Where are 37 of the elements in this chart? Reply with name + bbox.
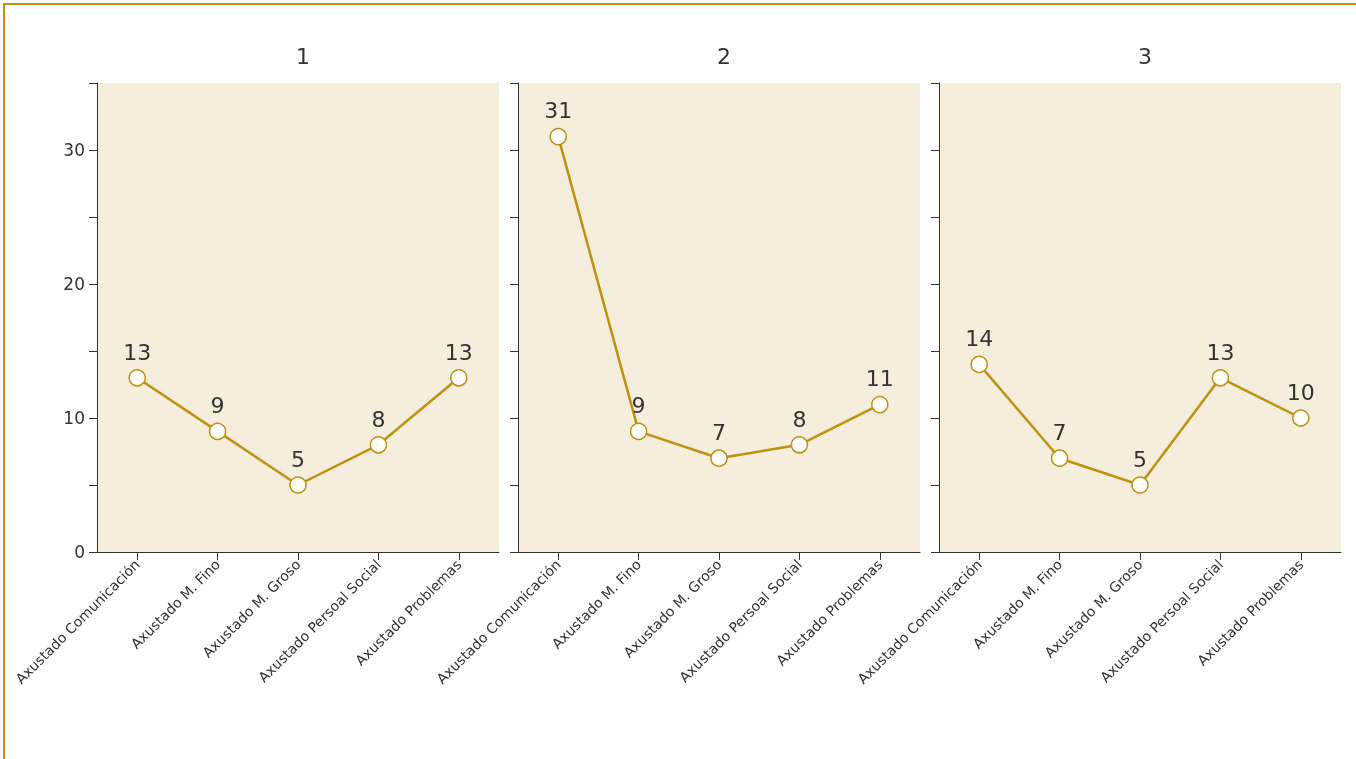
data-label: 9 bbox=[631, 393, 646, 419]
chart-title: 3 bbox=[1138, 43, 1152, 69]
point bbox=[710, 449, 728, 467]
point bbox=[289, 476, 307, 494]
point bbox=[1211, 369, 1230, 387]
point bbox=[450, 369, 468, 387]
point bbox=[1050, 449, 1069, 467]
y-tick-label: 10 bbox=[63, 408, 85, 428]
y-tick-label: 0 bbox=[74, 542, 85, 562]
point bbox=[629, 422, 648, 441]
data-label: 14 bbox=[965, 326, 994, 352]
data-label: 9 bbox=[210, 393, 225, 419]
point bbox=[208, 422, 227, 441]
chart-title: 1 bbox=[296, 43, 310, 69]
data-label: 10 bbox=[1286, 379, 1315, 405]
y-tick-label: 30 bbox=[63, 140, 85, 160]
data-label: 11 bbox=[865, 366, 894, 392]
chart-title: 2 bbox=[717, 43, 731, 69]
data-label: 5 bbox=[291, 446, 305, 472]
data-label: 7 bbox=[1052, 419, 1067, 445]
data-label: 8 bbox=[371, 406, 386, 432]
data-label: 5 bbox=[1133, 446, 1147, 472]
point bbox=[1131, 476, 1149, 494]
data-label: 13 bbox=[1206, 339, 1235, 365]
point bbox=[871, 395, 889, 414]
point bbox=[549, 127, 567, 146]
data-label: 7 bbox=[712, 419, 726, 445]
point bbox=[369, 436, 388, 454]
point bbox=[128, 369, 146, 387]
y-tick-label: 20 bbox=[63, 274, 85, 294]
point bbox=[970, 355, 988, 374]
data-label: 31 bbox=[544, 98, 573, 124]
data-label: 13 bbox=[444, 339, 473, 365]
point bbox=[790, 436, 809, 454]
data-label: 8 bbox=[792, 406, 807, 432]
data-label: 13 bbox=[123, 339, 152, 365]
point bbox=[1292, 409, 1310, 427]
